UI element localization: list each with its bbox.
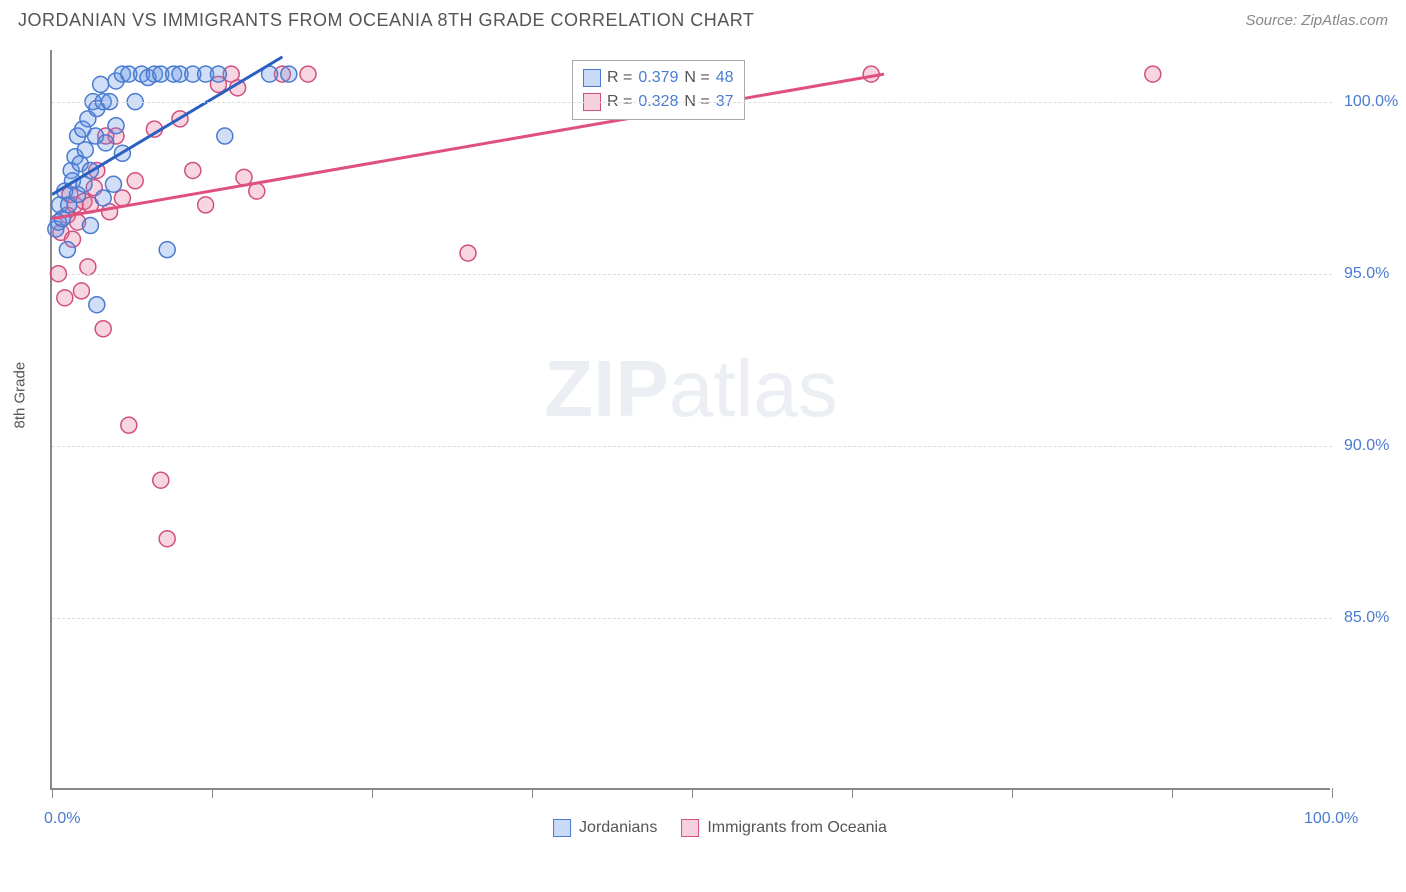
legend-text: 0.379 bbox=[638, 66, 678, 90]
scatter-point-pink bbox=[73, 283, 89, 299]
chart-title: JORDANIAN VS IMMIGRANTS FROM OCEANIA 8TH… bbox=[18, 10, 754, 31]
source-label: Source: ZipAtlas.com bbox=[1245, 12, 1388, 29]
trend-line-pink bbox=[52, 74, 884, 219]
scatter-point-pink bbox=[185, 162, 201, 178]
gridline-h bbox=[52, 618, 1332, 619]
legend-series-label: Immigrants from Oceania bbox=[707, 819, 887, 837]
x-tick-label: 0.0% bbox=[44, 810, 80, 828]
y-tick-label: 95.0% bbox=[1344, 265, 1389, 283]
scatter-point-pink bbox=[121, 417, 137, 433]
scatter-point-blue bbox=[217, 128, 233, 144]
y-tick-label: 90.0% bbox=[1344, 437, 1389, 455]
legend-text: N = bbox=[684, 66, 709, 90]
x-tick-label: 100.0% bbox=[1304, 810, 1358, 828]
scatter-point-blue bbox=[93, 76, 109, 92]
chart-container: 8th Grade ZIPatlas R = 0.379 N = 48R = 0… bbox=[50, 50, 1390, 810]
gridline-h bbox=[52, 102, 1332, 103]
x-tick bbox=[852, 788, 853, 798]
scatter-point-blue bbox=[89, 297, 105, 313]
gridline-h bbox=[52, 446, 1332, 447]
scatter-point-pink bbox=[153, 472, 169, 488]
scatter-point-pink bbox=[460, 245, 476, 261]
legend-text: 48 bbox=[716, 66, 734, 90]
legend-swatch-blue bbox=[553, 819, 571, 837]
plot-svg bbox=[52, 50, 1332, 790]
scatter-point-pink bbox=[114, 190, 130, 206]
scatter-point-blue bbox=[210, 66, 226, 82]
scatter-point-pink bbox=[300, 66, 316, 82]
x-tick bbox=[1172, 788, 1173, 798]
scatter-point-pink bbox=[198, 197, 214, 213]
scatter-point-pink bbox=[95, 321, 111, 337]
scatter-point-blue bbox=[281, 66, 297, 82]
scatter-point-blue bbox=[159, 242, 175, 258]
scatter-point-blue bbox=[59, 242, 75, 258]
x-tick bbox=[1332, 788, 1333, 798]
scatter-point-blue bbox=[95, 190, 111, 206]
x-tick bbox=[212, 788, 213, 798]
legend-top-row: R = 0.379 N = 48 bbox=[583, 66, 734, 90]
title-bar: JORDANIAN VS IMMIGRANTS FROM OCEANIA 8TH… bbox=[0, 0, 1406, 37]
scatter-point-blue bbox=[105, 176, 121, 192]
legend-text: R = bbox=[607, 66, 632, 90]
scatter-point-pink bbox=[159, 531, 175, 547]
x-tick bbox=[1012, 788, 1013, 798]
y-tick-label: 85.0% bbox=[1344, 609, 1389, 627]
legend-bottom-item: Jordanians bbox=[553, 819, 657, 837]
x-tick bbox=[52, 788, 53, 798]
scatter-point-blue bbox=[108, 118, 124, 134]
legend-top: R = 0.379 N = 48R = 0.328 N = 37 bbox=[572, 60, 745, 120]
legend-bottom: Jordanians Immigrants from Oceania bbox=[553, 804, 887, 852]
x-tick bbox=[692, 788, 693, 798]
y-axis-label: 8th Grade bbox=[12, 362, 29, 429]
plot-area: ZIPatlas R = 0.379 N = 48R = 0.328 N = 3… bbox=[50, 50, 1330, 790]
legend-bottom-item: Immigrants from Oceania bbox=[681, 819, 887, 837]
scatter-point-pink bbox=[57, 290, 73, 306]
gridline-h bbox=[52, 274, 1332, 275]
x-tick bbox=[372, 788, 373, 798]
scatter-point-pink bbox=[127, 173, 143, 189]
legend-swatch-pink bbox=[681, 819, 699, 837]
scatter-point-blue bbox=[82, 218, 98, 234]
scatter-point-blue bbox=[98, 135, 114, 151]
legend-swatch-blue bbox=[583, 69, 601, 87]
scatter-point-pink bbox=[1145, 66, 1161, 82]
legend-series-label: Jordanians bbox=[579, 819, 657, 837]
scatter-point-pink bbox=[80, 259, 96, 275]
x-tick bbox=[532, 788, 533, 798]
y-tick-label: 100.0% bbox=[1344, 93, 1398, 111]
scatter-point-blue bbox=[77, 142, 93, 158]
